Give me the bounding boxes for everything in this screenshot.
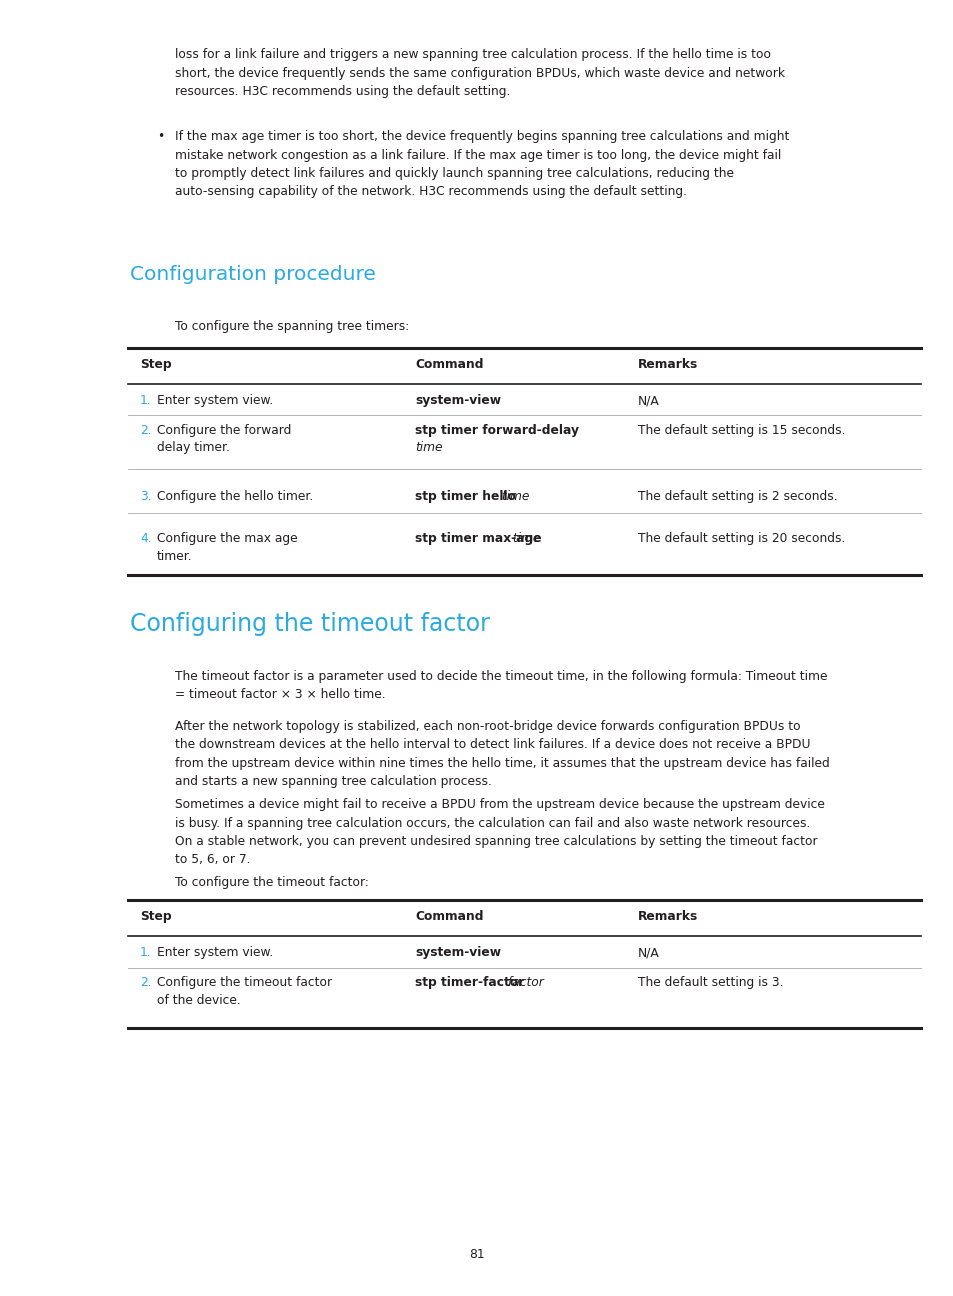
Text: The default setting is 20 seconds.: The default setting is 20 seconds. [637,531,844,546]
Text: time: time [509,531,539,546]
Text: After the network topology is stabilized, each non-root-bridge device forwards c: After the network topology is stabilized… [175,721,829,788]
Text: 4.: 4. [140,531,152,546]
Text: 1.: 1. [140,946,152,959]
Text: The default setting is 2 seconds.: The default setting is 2 seconds. [637,490,837,503]
Text: Configure the hello timer.: Configure the hello timer. [157,490,314,503]
Text: Step: Step [140,910,172,923]
Text: loss for a link failure and triggers a new spanning tree calculation process. If: loss for a link failure and triggers a n… [175,48,784,98]
Text: If the max age timer is too short, the device frequently begins spanning tree ca: If the max age timer is too short, the d… [175,130,789,198]
Text: stp timer hello: stp timer hello [415,490,516,503]
Text: N/A: N/A [637,946,659,959]
Text: •: • [157,130,164,143]
Text: factor: factor [503,976,542,989]
Text: Command: Command [415,910,483,923]
Text: To configure the spanning tree timers:: To configure the spanning tree timers: [175,320,409,333]
Text: Configure the forward
delay timer.: Configure the forward delay timer. [157,424,292,455]
Text: The default setting is 15 seconds.: The default setting is 15 seconds. [637,424,844,437]
Text: Command: Command [415,358,483,371]
Text: system-view: system-view [415,946,501,959]
Text: Configure the max age
timer.: Configure the max age timer. [157,531,297,562]
Text: 3.: 3. [140,490,152,503]
Text: The default setting is 3.: The default setting is 3. [637,976,782,989]
Text: time: time [497,490,529,503]
Text: 1.: 1. [140,394,152,407]
Text: system-view: system-view [415,394,501,407]
Text: time: time [415,441,442,454]
Text: Configure the timeout factor
of the device.: Configure the timeout factor of the devi… [157,976,332,1007]
Text: Enter system view.: Enter system view. [157,394,274,407]
Text: 2.: 2. [140,976,152,989]
Text: Configuring the timeout factor: Configuring the timeout factor [130,612,490,636]
Text: To configure the timeout factor:: To configure the timeout factor: [175,876,369,889]
Text: 2.: 2. [140,424,152,437]
Text: Remarks: Remarks [637,358,698,371]
Text: Remarks: Remarks [637,910,698,923]
Text: N/A: N/A [637,394,659,407]
Text: Enter system view.: Enter system view. [157,946,274,959]
Text: Configuration procedure: Configuration procedure [130,264,375,284]
Text: Step: Step [140,358,172,371]
Text: stp timer max-age: stp timer max-age [415,531,541,546]
Text: stp timer-factor: stp timer-factor [415,976,524,989]
Text: 81: 81 [469,1248,484,1261]
Text: The timeout factor is a parameter used to decide the timeout time, in the follow: The timeout factor is a parameter used t… [175,670,827,701]
Text: stp timer forward-delay: stp timer forward-delay [415,424,578,437]
Text: Sometimes a device might fail to receive a BPDU from the upstream device because: Sometimes a device might fail to receive… [175,798,824,867]
